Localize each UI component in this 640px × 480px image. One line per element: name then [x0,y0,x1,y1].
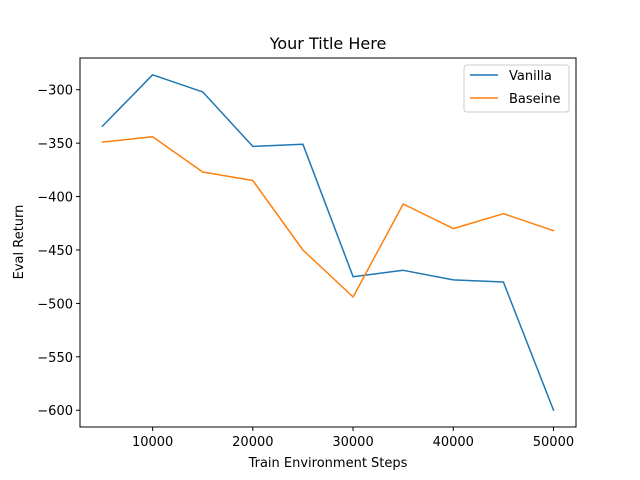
y-tick-label: −400 [37,191,73,206]
series-line-baseine [101,135,555,298]
chart-title: Your Title Here [269,34,387,53]
series-line-vanilla [101,74,555,412]
y-tick-label: −600 [37,404,73,419]
legend: Vanilla Baseine [463,64,570,113]
legend-box [463,64,570,113]
legend-label-vanilla: Vanilla [509,69,552,84]
y-tick-label: −500 [37,297,73,312]
x-axis: 10000 20000 30000 40000 50000 [132,427,574,450]
y-tick-label: −300 [37,84,73,99]
x-tick-label: 10000 [132,435,173,450]
y-axis: −600 −550 −500 −450 −400 −350 −300 [37,84,80,419]
x-tick-label: 50000 [533,435,574,450]
plot-area-frame [79,57,577,428]
x-tick-label: 30000 [332,435,373,450]
y-axis-title: Eval Return [12,205,27,280]
legend-label-baseine: Baseine [509,92,561,107]
x-axis-title: Train Environment Steps [248,456,408,471]
x-tick-label: 40000 [433,435,474,450]
y-tick-label: −550 [37,351,73,366]
y-tick-label: −450 [37,244,73,259]
y-tick-label: −350 [37,137,73,152]
x-tick-label: 20000 [232,435,273,450]
series-lines [101,74,555,412]
